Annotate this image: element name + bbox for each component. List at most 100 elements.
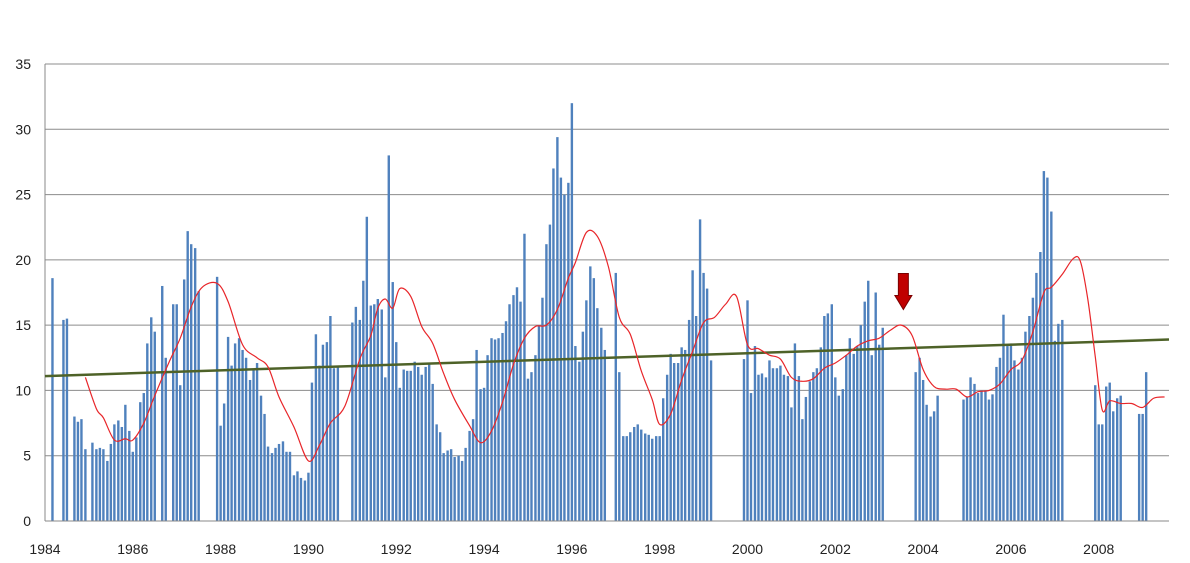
x-tick-label: 2006 bbox=[995, 541, 1026, 557]
bar bbox=[1006, 346, 1009, 521]
bar bbox=[662, 398, 665, 521]
bar bbox=[215, 276, 219, 521]
bar bbox=[244, 357, 248, 521]
bar bbox=[633, 426, 636, 521]
bar bbox=[438, 432, 442, 521]
bar bbox=[164, 357, 167, 521]
bar bbox=[1144, 372, 1148, 521]
bar bbox=[277, 443, 281, 521]
bar bbox=[413, 361, 416, 521]
bar bbox=[113, 424, 116, 521]
bar bbox=[812, 372, 815, 521]
bar bbox=[548, 224, 552, 522]
bar bbox=[153, 331, 156, 521]
bar bbox=[376, 299, 380, 521]
bar bbox=[845, 355, 848, 521]
bar bbox=[848, 338, 852, 521]
y-tick-label: 35 bbox=[15, 56, 31, 72]
bar bbox=[303, 480, 307, 521]
bar bbox=[106, 460, 109, 521]
bar bbox=[351, 322, 354, 521]
bar bbox=[980, 390, 983, 521]
x-tick-label: 2002 bbox=[820, 541, 851, 557]
bar bbox=[179, 385, 182, 521]
bar bbox=[600, 327, 603, 521]
bar bbox=[95, 449, 98, 521]
bar bbox=[1020, 357, 1024, 521]
bar bbox=[365, 216, 369, 522]
bar bbox=[329, 316, 332, 521]
bar bbox=[464, 447, 467, 521]
bar bbox=[274, 447, 277, 521]
bar bbox=[358, 319, 362, 521]
bar bbox=[332, 368, 336, 521]
y-tick-label: 10 bbox=[15, 382, 31, 398]
bar bbox=[299, 477, 303, 521]
bar bbox=[1035, 272, 1038, 521]
bar bbox=[307, 472, 310, 521]
bar bbox=[672, 363, 676, 521]
down-arrow-icon bbox=[893, 272, 913, 311]
bar bbox=[172, 304, 175, 521]
bar bbox=[779, 365, 782, 521]
bar bbox=[859, 325, 862, 521]
bar bbox=[142, 393, 145, 521]
bar bbox=[497, 338, 500, 521]
bar bbox=[976, 393, 980, 521]
bar bbox=[596, 308, 599, 521]
bar bbox=[526, 378, 530, 521]
x-tick-label: 1996 bbox=[556, 541, 587, 557]
bar bbox=[435, 424, 438, 521]
moving-average-line bbox=[84, 229, 1165, 462]
bar bbox=[1094, 385, 1097, 521]
bar bbox=[241, 349, 244, 521]
bar bbox=[501, 332, 504, 521]
bar bbox=[742, 359, 746, 521]
bar bbox=[193, 248, 197, 521]
bar bbox=[292, 475, 296, 521]
bar bbox=[109, 443, 113, 521]
bar bbox=[457, 455, 460, 521]
bar bbox=[918, 357, 921, 521]
bar bbox=[395, 342, 398, 521]
bar bbox=[929, 416, 932, 521]
bar bbox=[987, 399, 991, 521]
bar bbox=[482, 387, 486, 521]
bar bbox=[124, 404, 127, 521]
x-tick-label: 2008 bbox=[1083, 541, 1114, 557]
bar bbox=[709, 360, 713, 521]
bar bbox=[354, 306, 358, 521]
bar bbox=[665, 374, 669, 521]
bar bbox=[233, 343, 237, 521]
bar bbox=[248, 379, 252, 521]
x-tick-label: 1998 bbox=[644, 541, 675, 557]
bar bbox=[1101, 424, 1104, 521]
bar bbox=[62, 319, 65, 521]
bar bbox=[373, 304, 376, 521]
bar bbox=[589, 266, 592, 521]
bar bbox=[1002, 314, 1005, 521]
bar bbox=[768, 360, 771, 521]
bar bbox=[863, 301, 866, 521]
bar bbox=[658, 436, 661, 521]
bar bbox=[534, 355, 537, 521]
bar bbox=[431, 383, 434, 521]
bar bbox=[460, 460, 464, 521]
bar bbox=[932, 411, 936, 521]
bar bbox=[640, 429, 643, 521]
bar bbox=[65, 318, 69, 521]
bar bbox=[793, 343, 797, 521]
bar bbox=[830, 304, 833, 521]
bar bbox=[161, 285, 164, 521]
bar bbox=[585, 300, 588, 521]
bar bbox=[91, 442, 94, 521]
bar bbox=[691, 270, 694, 521]
bar bbox=[475, 349, 478, 521]
bar bbox=[878, 344, 881, 521]
bar bbox=[427, 364, 431, 521]
bar bbox=[219, 425, 222, 521]
bar bbox=[263, 413, 266, 521]
bar bbox=[281, 441, 285, 521]
bar bbox=[76, 421, 80, 521]
